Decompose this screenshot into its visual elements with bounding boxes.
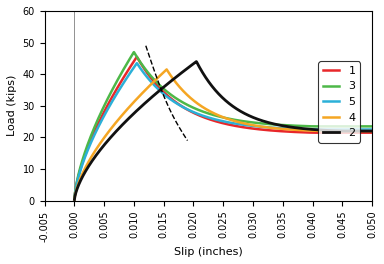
5 bbox=[350, 128, 354, 131]
4 bbox=[280, 127, 285, 130]
1 bbox=[181, 106, 186, 109]
Line: 5: 5 bbox=[74, 63, 384, 199]
1 bbox=[72, 197, 77, 200]
5 bbox=[72, 197, 77, 200]
Legend: 1, 3, 5, 4, 2: 1, 3, 5, 4, 2 bbox=[318, 62, 360, 143]
X-axis label: Slip (inches): Slip (inches) bbox=[174, 247, 243, 257]
1 bbox=[280, 130, 285, 133]
4 bbox=[181, 90, 186, 93]
5 bbox=[134, 62, 139, 65]
2 bbox=[194, 60, 199, 63]
3 bbox=[291, 124, 295, 127]
2 bbox=[168, 80, 172, 83]
3 bbox=[350, 125, 354, 128]
2 bbox=[280, 124, 285, 127]
1 bbox=[350, 131, 354, 134]
3 bbox=[168, 93, 173, 96]
Y-axis label: Load (kips): Load (kips) bbox=[7, 75, 17, 136]
3 bbox=[132, 50, 136, 54]
3 bbox=[72, 197, 77, 200]
Line: 1: 1 bbox=[74, 57, 384, 199]
1 bbox=[134, 55, 139, 59]
1 bbox=[291, 130, 295, 134]
Line: 4: 4 bbox=[74, 69, 384, 199]
2 bbox=[181, 70, 186, 73]
4 bbox=[164, 68, 169, 71]
2 bbox=[72, 198, 77, 201]
4 bbox=[72, 198, 77, 201]
4 bbox=[291, 128, 295, 131]
5 bbox=[280, 127, 285, 130]
2 bbox=[350, 130, 354, 133]
4 bbox=[350, 130, 354, 133]
4 bbox=[168, 74, 173, 77]
5 bbox=[181, 106, 186, 109]
3 bbox=[181, 101, 186, 105]
Line: 3: 3 bbox=[74, 52, 384, 199]
Line: 2: 2 bbox=[74, 62, 384, 200]
1 bbox=[168, 96, 173, 100]
2 bbox=[291, 126, 295, 129]
5 bbox=[291, 127, 295, 130]
5 bbox=[168, 98, 173, 101]
3 bbox=[280, 124, 285, 127]
